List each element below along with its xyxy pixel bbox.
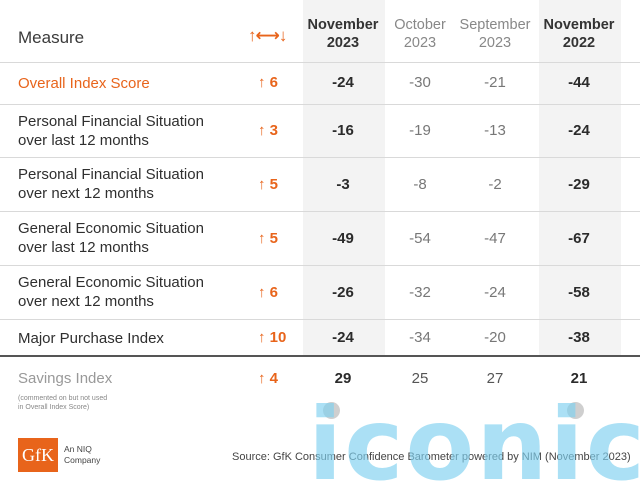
header-col-nov-2022: November 2022 (543, 17, 615, 51)
row-value: -44 (568, 74, 590, 91)
row-label: Major Purchase Index (18, 330, 164, 347)
row-label: General Economic Situation over next 12 m… (18, 274, 204, 310)
row-change: ↑ 5 (258, 176, 279, 193)
row-value: -32 (409, 284, 431, 301)
row-value: -2 (488, 176, 502, 193)
row-value: -26 (332, 284, 354, 301)
table-header: Measure ↑⟷↓ November 2023 October 2023 Sep… (0, 0, 640, 62)
row-value: -21 (484, 74, 506, 91)
row-value: -54 (409, 230, 431, 247)
table-row: Overall Index Score ↑ 6 -24 -30 -21 -44 (0, 62, 640, 105)
header-measure: Measure (18, 28, 85, 47)
row-label: General Economic Situation over last 12 m… (18, 220, 204, 256)
savings-value: 21 (570, 370, 588, 387)
row-label: Overall Index Score (18, 75, 150, 92)
table-row: Personal Financial Situation over next 12… (0, 157, 640, 212)
column-shade-nov-2022 (539, 0, 621, 356)
row-value: -20 (484, 329, 506, 346)
row-value: -24 (332, 329, 354, 346)
row-label: Personal Financial Situation over next 12… (18, 166, 204, 202)
row-change: ↑ 6 (258, 74, 279, 91)
marker-dot (323, 402, 340, 419)
table-row: Major Purchase Index ↑ 10 -24 -34 -20 -3… (0, 319, 640, 356)
watermark: iconic (308, 386, 640, 503)
row-value: -58 (568, 284, 590, 301)
source-note: Source: GfK Consumer Confidence Baromete… (232, 451, 631, 463)
row-value: -19 (409, 122, 431, 139)
table-row: General Economic Situation over last 12 m… (0, 211, 640, 266)
header-col-sep-2023: September 2023 (459, 17, 531, 51)
row-change: ↑ 5 (258, 230, 279, 247)
row-change: ↑ 10 (258, 329, 287, 346)
row-value: -30 (409, 74, 431, 91)
header-col-oct-2023: October 2023 (394, 17, 446, 51)
row-change: ↑ 6 (258, 284, 279, 301)
row-value: -24 (484, 284, 506, 301)
row-change: ↑ 3 (258, 122, 279, 139)
row-label: Personal Financial Situation over last 12… (18, 113, 204, 149)
row-value: -24 (568, 122, 590, 139)
row-value: -3 (336, 176, 350, 193)
header-col-nov-2023: November 2023 (307, 17, 379, 51)
column-shade-nov-2023 (303, 0, 385, 356)
row-value: -29 (568, 176, 590, 193)
table-divider (0, 355, 640, 357)
row-value: -13 (484, 122, 506, 139)
row-value: -38 (568, 329, 590, 346)
row-value: -49 (332, 230, 354, 247)
row-value: -34 (409, 329, 431, 346)
savings-change: ↑ 4 (258, 370, 279, 387)
row-value: -47 (484, 230, 506, 247)
savings-label: Savings Index (18, 370, 113, 387)
row-value: -16 (332, 122, 354, 139)
row-value: -67 (568, 230, 590, 247)
marker-dot (567, 402, 584, 419)
table-row: Personal Financial Situation over last 12… (0, 104, 640, 158)
logo-subtitle: An NIQ Company (64, 444, 101, 465)
savings-note: (commented on but not used in Overall Ind… (18, 395, 108, 411)
savings-value: 29 (334, 370, 352, 387)
header-change: ↑⟷↓ (248, 26, 287, 45)
table-row: General Economic Situation over next 12 m… (0, 265, 640, 320)
savings-value: 27 (486, 370, 504, 387)
row-value: -24 (332, 74, 354, 91)
gfk-logo: GfK (18, 438, 58, 472)
savings-value: 25 (411, 370, 429, 387)
row-value: -8 (413, 176, 427, 193)
